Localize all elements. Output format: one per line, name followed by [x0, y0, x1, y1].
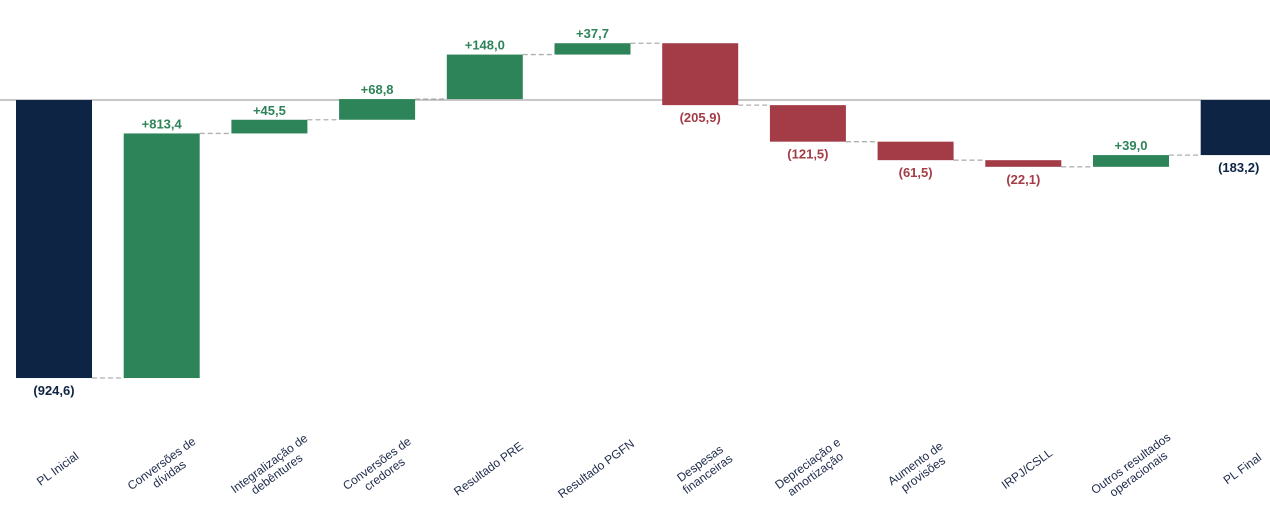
bar-11 — [1200, 100, 1270, 156]
data-label-6: (205,9) — [680, 110, 721, 125]
bar-10 — [1093, 155, 1169, 167]
data-label-2: +45,5 — [253, 103, 286, 118]
category-label-3: Conversões decredores — [340, 434, 421, 503]
category-label-6: Despesasfinanceiras — [672, 441, 735, 497]
category-label-11: PL Final — [1221, 450, 1264, 487]
bar-5 — [554, 43, 631, 55]
category-label-8: Aumento deprovisões — [885, 439, 953, 499]
bar-0 — [16, 100, 92, 379]
data-label-10: +39,0 — [1115, 138, 1148, 153]
data-label-9: (22,1) — [1006, 172, 1040, 187]
data-label-3: +68,8 — [361, 82, 394, 97]
data-label-8: (61,5) — [899, 165, 933, 180]
bar-3 — [339, 99, 416, 120]
data-label-7: (121,5) — [787, 147, 828, 162]
category-labels: PL Inicial Conversões dedívidas Integraliz… — [34, 430, 1264, 508]
bars — [16, 43, 1270, 379]
data-label-11: (183,2) — [1218, 160, 1259, 175]
bar-1 — [123, 133, 200, 379]
category-label-5: Resultado PGFN — [555, 436, 637, 501]
bar-6 — [662, 43, 739, 106]
category-label-2: Integralização dedebêntures — [228, 431, 318, 507]
data-label-0: (924,6) — [33, 383, 74, 398]
data-label-4: +148,0 — [465, 38, 505, 53]
data-label-1: +813,4 — [142, 116, 183, 131]
category-label-9: IRPJ/CSLL — [999, 445, 1056, 491]
data-labels: (924,6) +813,4 +45,5 +68,8 +148,0 +37,7 (205,9… — [33, 26, 1259, 398]
category-label-4: Resultado PRE — [451, 439, 526, 499]
category-label-0: PL Inicial — [34, 449, 81, 489]
bar-7 — [769, 105, 846, 142]
bar-4 — [446, 54, 523, 100]
data-label-5: +37,7 — [576, 26, 609, 41]
bar-9 — [985, 160, 1062, 167]
bar-2 — [231, 119, 308, 134]
category-label-7: Depreciação eamortização — [772, 435, 851, 503]
category-label-10: Outros resultadosoperacionais — [1088, 430, 1180, 508]
bar-8 — [877, 141, 954, 161]
category-label-1: Conversões dedívidas — [125, 434, 206, 503]
connector-lines — [92, 42, 1201, 379]
